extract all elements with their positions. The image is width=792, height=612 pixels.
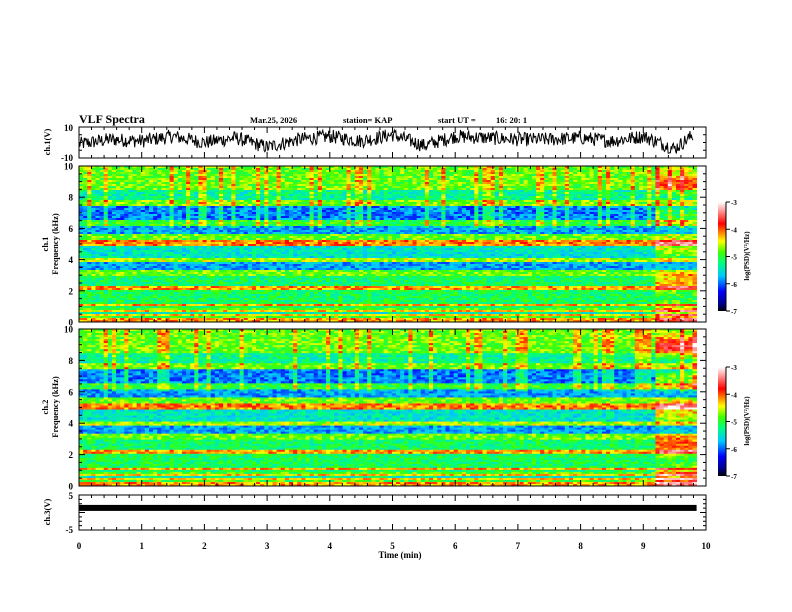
start-ut-time: 16: 20: 1 bbox=[496, 115, 527, 125]
ch1-spectrogram-image bbox=[79, 166, 697, 322]
date-label: Mar.25, 2026 bbox=[250, 115, 297, 125]
ch1-waveform-ylabel: ch.1(V) bbox=[42, 128, 52, 155]
ch1-ytick-top: 10 bbox=[64, 123, 74, 133]
station-label: station= KAP bbox=[343, 115, 392, 125]
start-ut-label: start UT = bbox=[438, 115, 476, 125]
figure-title: VLF Spectra bbox=[79, 112, 145, 126]
